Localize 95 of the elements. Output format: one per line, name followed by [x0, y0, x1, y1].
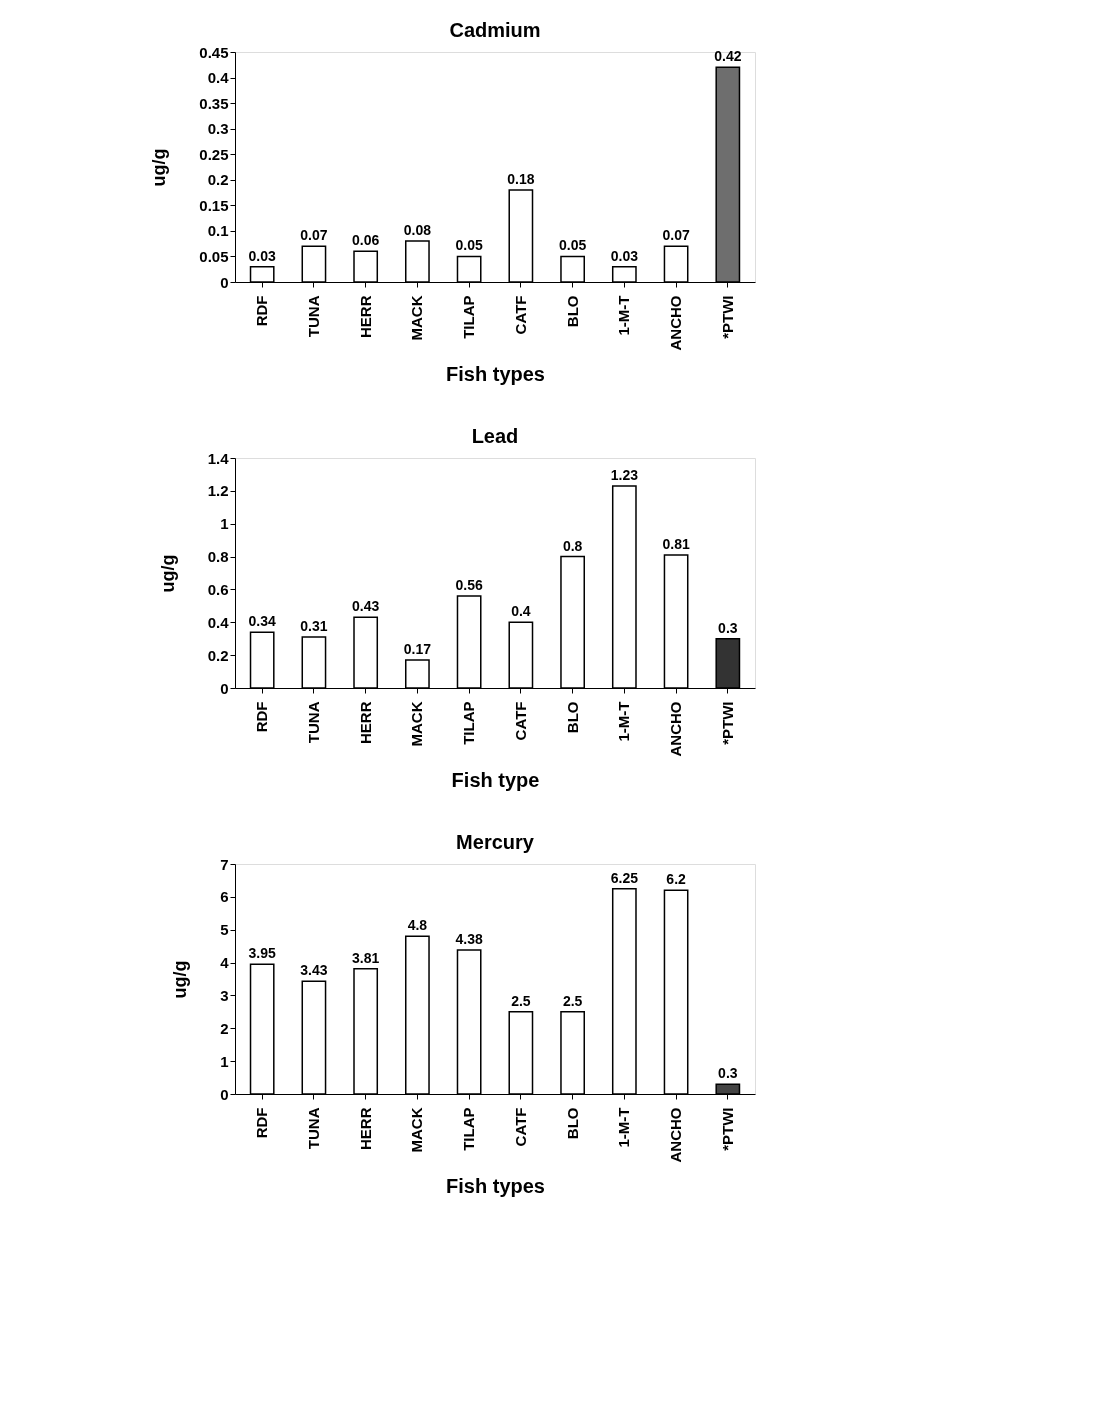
- y-axis-title: ug/g: [170, 960, 191, 999]
- data-label: 0.17: [403, 641, 432, 658]
- chart-title: Lead: [471, 425, 519, 447]
- data-label: 6.2: [666, 871, 687, 888]
- data-label: 0.34: [248, 613, 276, 630]
- x-axis-title: Fish type: [451, 769, 540, 792]
- x-tick-label: 1-M-T: [615, 701, 633, 742]
- y-tick-label: 5: [220, 921, 229, 939]
- x-tick-label: BLO: [563, 701, 581, 734]
- data-label: 0.3: [718, 619, 738, 636]
- data-label: 3.95: [248, 945, 276, 962]
- x-tick-label: RDF: [253, 701, 271, 733]
- x-tick-label: TUNA: [304, 701, 322, 744]
- y-axis-title: ug/g: [149, 148, 170, 187]
- y-tick-label: 1: [220, 515, 229, 533]
- data-label: 0.03: [248, 247, 276, 264]
- data-label: 0.42: [714, 48, 742, 65]
- x-tick-label: CATF: [511, 1107, 529, 1147]
- data-label: 1.23: [610, 466, 639, 483]
- chart-title: Mercury: [456, 831, 535, 853]
- x-tick-label: ANCHO: [667, 1107, 685, 1163]
- y-tick-label: 0.6: [207, 580, 229, 598]
- data-label: 0.05: [455, 237, 483, 254]
- data-label: 0.03: [610, 247, 639, 264]
- x-tick-label: RDF: [253, 1107, 271, 1139]
- y-tick-label: 0.8: [207, 548, 229, 566]
- data-label: 0.18: [507, 171, 535, 187]
- x-tick-label: MACK: [408, 295, 426, 341]
- data-label: 0.43: [352, 598, 380, 615]
- x-tick-label: BLO: [563, 1107, 581, 1140]
- y-tick-label: 0.35: [199, 94, 229, 112]
- x-tick-label: 1-M-T: [615, 1107, 633, 1148]
- data-label: 0.06: [352, 232, 380, 249]
- y-tick-label: 0.3: [207, 120, 229, 138]
- data-label: 6.25: [610, 869, 639, 886]
- y-tick-label: 6: [220, 888, 229, 906]
- data-label: 0.07: [662, 227, 690, 244]
- x-tick-label: HERR: [356, 1107, 374, 1151]
- y-tick-label: 0: [220, 679, 229, 697]
- x-axis-title: Fish types: [446, 363, 545, 386]
- x-tick-label: MACK: [408, 1107, 426, 1153]
- y-tick-label: 0.45: [199, 43, 229, 61]
- y-tick-label: 0: [220, 1085, 229, 1103]
- x-tick-label: *PTWI: [718, 1107, 736, 1151]
- data-label: 4.38: [455, 931, 483, 948]
- data-label: 0.08: [403, 222, 432, 239]
- y-tick-label: 0.2: [207, 646, 229, 664]
- x-tick-label: RDF: [253, 295, 271, 327]
- x-tick-label: TUNA: [304, 1107, 322, 1150]
- data-label: 0.07: [300, 227, 328, 244]
- x-tick-label: HERR: [356, 701, 374, 745]
- y-tick-label: 1.4: [207, 449, 230, 467]
- data-label: 0.56: [455, 577, 483, 593]
- data-label: 3.81: [352, 949, 380, 966]
- x-tick-label: MACK: [408, 701, 426, 747]
- x-tick-label: TILAP: [460, 1107, 478, 1151]
- chart-title: Cadmium: [449, 19, 541, 41]
- x-tick-label: CATF: [511, 701, 529, 741]
- data-label: 0.3: [718, 1065, 738, 1082]
- y-tick-label: 1: [220, 1052, 229, 1070]
- y-tick-label: 4: [220, 954, 230, 972]
- x-tick-label: TUNA: [304, 295, 322, 338]
- x-tick-label: *PTWI: [718, 295, 736, 339]
- x-tick-label: CATF: [511, 295, 529, 335]
- y-tick-label: 0.4: [207, 613, 230, 631]
- data-label: 0.81: [662, 535, 690, 552]
- x-tick-label: TILAP: [460, 701, 478, 745]
- data-label: 2.5: [511, 992, 531, 1009]
- y-tick-label: 3: [220, 986, 229, 1004]
- data-label: 0.31: [300, 618, 328, 635]
- x-tick-label: BLO: [563, 295, 581, 328]
- y-tick-label: 0.05: [199, 247, 229, 265]
- y-tick-label: 0.4: [207, 69, 230, 87]
- x-tick-label: 1-M-T: [615, 295, 633, 336]
- x-tick-label: ANCHO: [667, 295, 685, 351]
- data-label: 0.4: [511, 603, 531, 620]
- y-tick-label: 1.2: [207, 482, 229, 500]
- data-label: 2.5: [562, 992, 583, 1009]
- x-axis-title: Fish types: [446, 1175, 545, 1198]
- x-tick-label: HERR: [356, 295, 374, 339]
- data-label: 0.05: [558, 237, 587, 254]
- y-tick-label: 0.2: [207, 171, 229, 189]
- x-tick-label: ANCHO: [667, 701, 685, 757]
- data-label: 4.8: [407, 917, 428, 934]
- y-axis-title: ug/g: [157, 554, 178, 593]
- y-tick-label: 7: [220, 855, 229, 873]
- y-tick-label: 0.25: [199, 145, 229, 163]
- x-tick-label: TILAP: [460, 295, 478, 339]
- data-label: 0.8: [562, 537, 583, 554]
- y-tick-label: 0.15: [199, 196, 229, 214]
- data-label: 3.43: [300, 962, 328, 979]
- y-tick-label: 0: [220, 273, 229, 291]
- y-tick-label: 2: [220, 1019, 229, 1037]
- y-tick-label: 0.1: [207, 222, 229, 240]
- x-tick-label: *PTWI: [718, 701, 736, 745]
